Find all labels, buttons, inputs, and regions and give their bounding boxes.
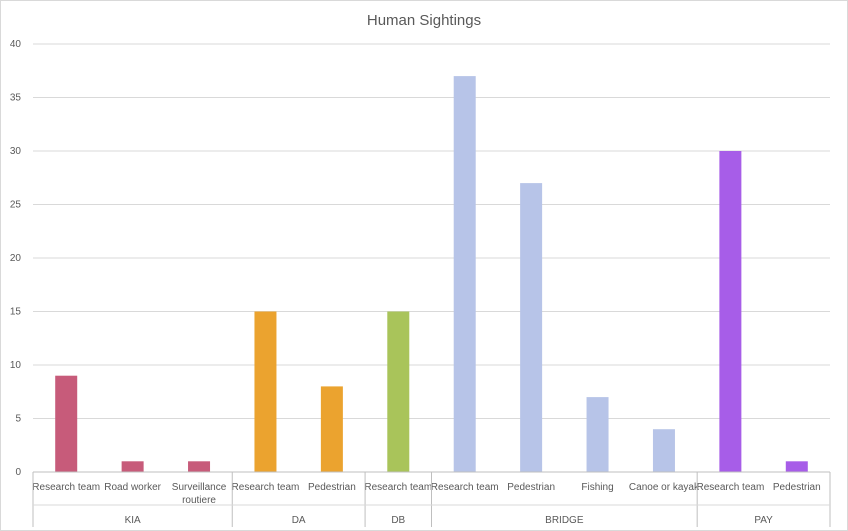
- x-category-label-line: routiere: [182, 495, 216, 506]
- y-axis: 0 5 10 15 20 25 30 35 40: [10, 39, 22, 478]
- x-category-label: Surveillance routiere: [172, 482, 227, 506]
- x-category-label: Research team: [32, 482, 100, 493]
- x-group-label: DA: [292, 515, 306, 526]
- bar: [387, 311, 410, 472]
- chart-title: Human Sightings: [367, 12, 481, 29]
- bar: [586, 397, 609, 472]
- bar: [785, 461, 808, 472]
- bar: [453, 76, 476, 472]
- x-category-label-line: Road worker: [104, 482, 161, 493]
- bar: [719, 151, 742, 472]
- x-category-label-line: Pedestrian: [308, 482, 356, 493]
- bar: [254, 311, 277, 472]
- bars: [55, 76, 808, 472]
- x-category-label-line: Research team: [696, 482, 764, 493]
- y-tick-label: 0: [15, 467, 21, 478]
- y-tick-label: 10: [10, 360, 22, 371]
- y-tick-label: 40: [10, 39, 22, 50]
- x-category-label-line: Research team: [431, 482, 499, 493]
- x-category-label-line: Surveillance: [172, 482, 227, 493]
- x-category-label: Pedestrian: [507, 482, 555, 493]
- x-category-label-line: Research team: [364, 482, 432, 493]
- y-tick-label: 30: [10, 146, 22, 157]
- x-group-label: BRIDGE: [545, 515, 584, 526]
- bar: [188, 461, 211, 472]
- x-category-label: Road worker: [104, 482, 161, 493]
- x-category-label-line: Canoe or kayak: [629, 482, 700, 493]
- x-category-label-line: Pedestrian: [773, 482, 821, 493]
- y-tick-label: 15: [10, 307, 22, 318]
- gridlines: [33, 43, 830, 419]
- bar: [520, 183, 543, 472]
- bar: [55, 375, 78, 472]
- x-category-label: Research team: [364, 482, 432, 493]
- x-category-label-line: Research team: [232, 482, 300, 493]
- bar: [320, 386, 343, 472]
- x-group-label: DB: [391, 515, 405, 526]
- x-category-label: Fishing: [581, 482, 613, 493]
- y-tick-label: 35: [10, 93, 22, 104]
- bar: [121, 461, 144, 472]
- x-group-label: PAY: [754, 515, 773, 526]
- y-tick-label: 5: [15, 414, 21, 425]
- y-tick-label: 20: [10, 253, 22, 264]
- x-category-label: Research team: [696, 482, 764, 493]
- x-category-label: Canoe or kayak: [629, 482, 700, 493]
- x-category-label-line: Pedestrian: [507, 482, 555, 493]
- x-axis: Research team Road worker Surveillance rout…: [32, 471, 831, 527]
- x-category-label: Pedestrian: [308, 482, 356, 493]
- x-category-label: Pedestrian: [773, 482, 821, 493]
- bar: [652, 429, 675, 472]
- x-category-label: Research team: [431, 482, 499, 493]
- y-tick-label: 25: [10, 200, 22, 211]
- x-group-label: KIA: [125, 515, 141, 526]
- x-category-label: Research team: [232, 482, 300, 493]
- x-category-label-line: Fishing: [581, 482, 613, 493]
- x-category-label-line: Research team: [32, 482, 100, 493]
